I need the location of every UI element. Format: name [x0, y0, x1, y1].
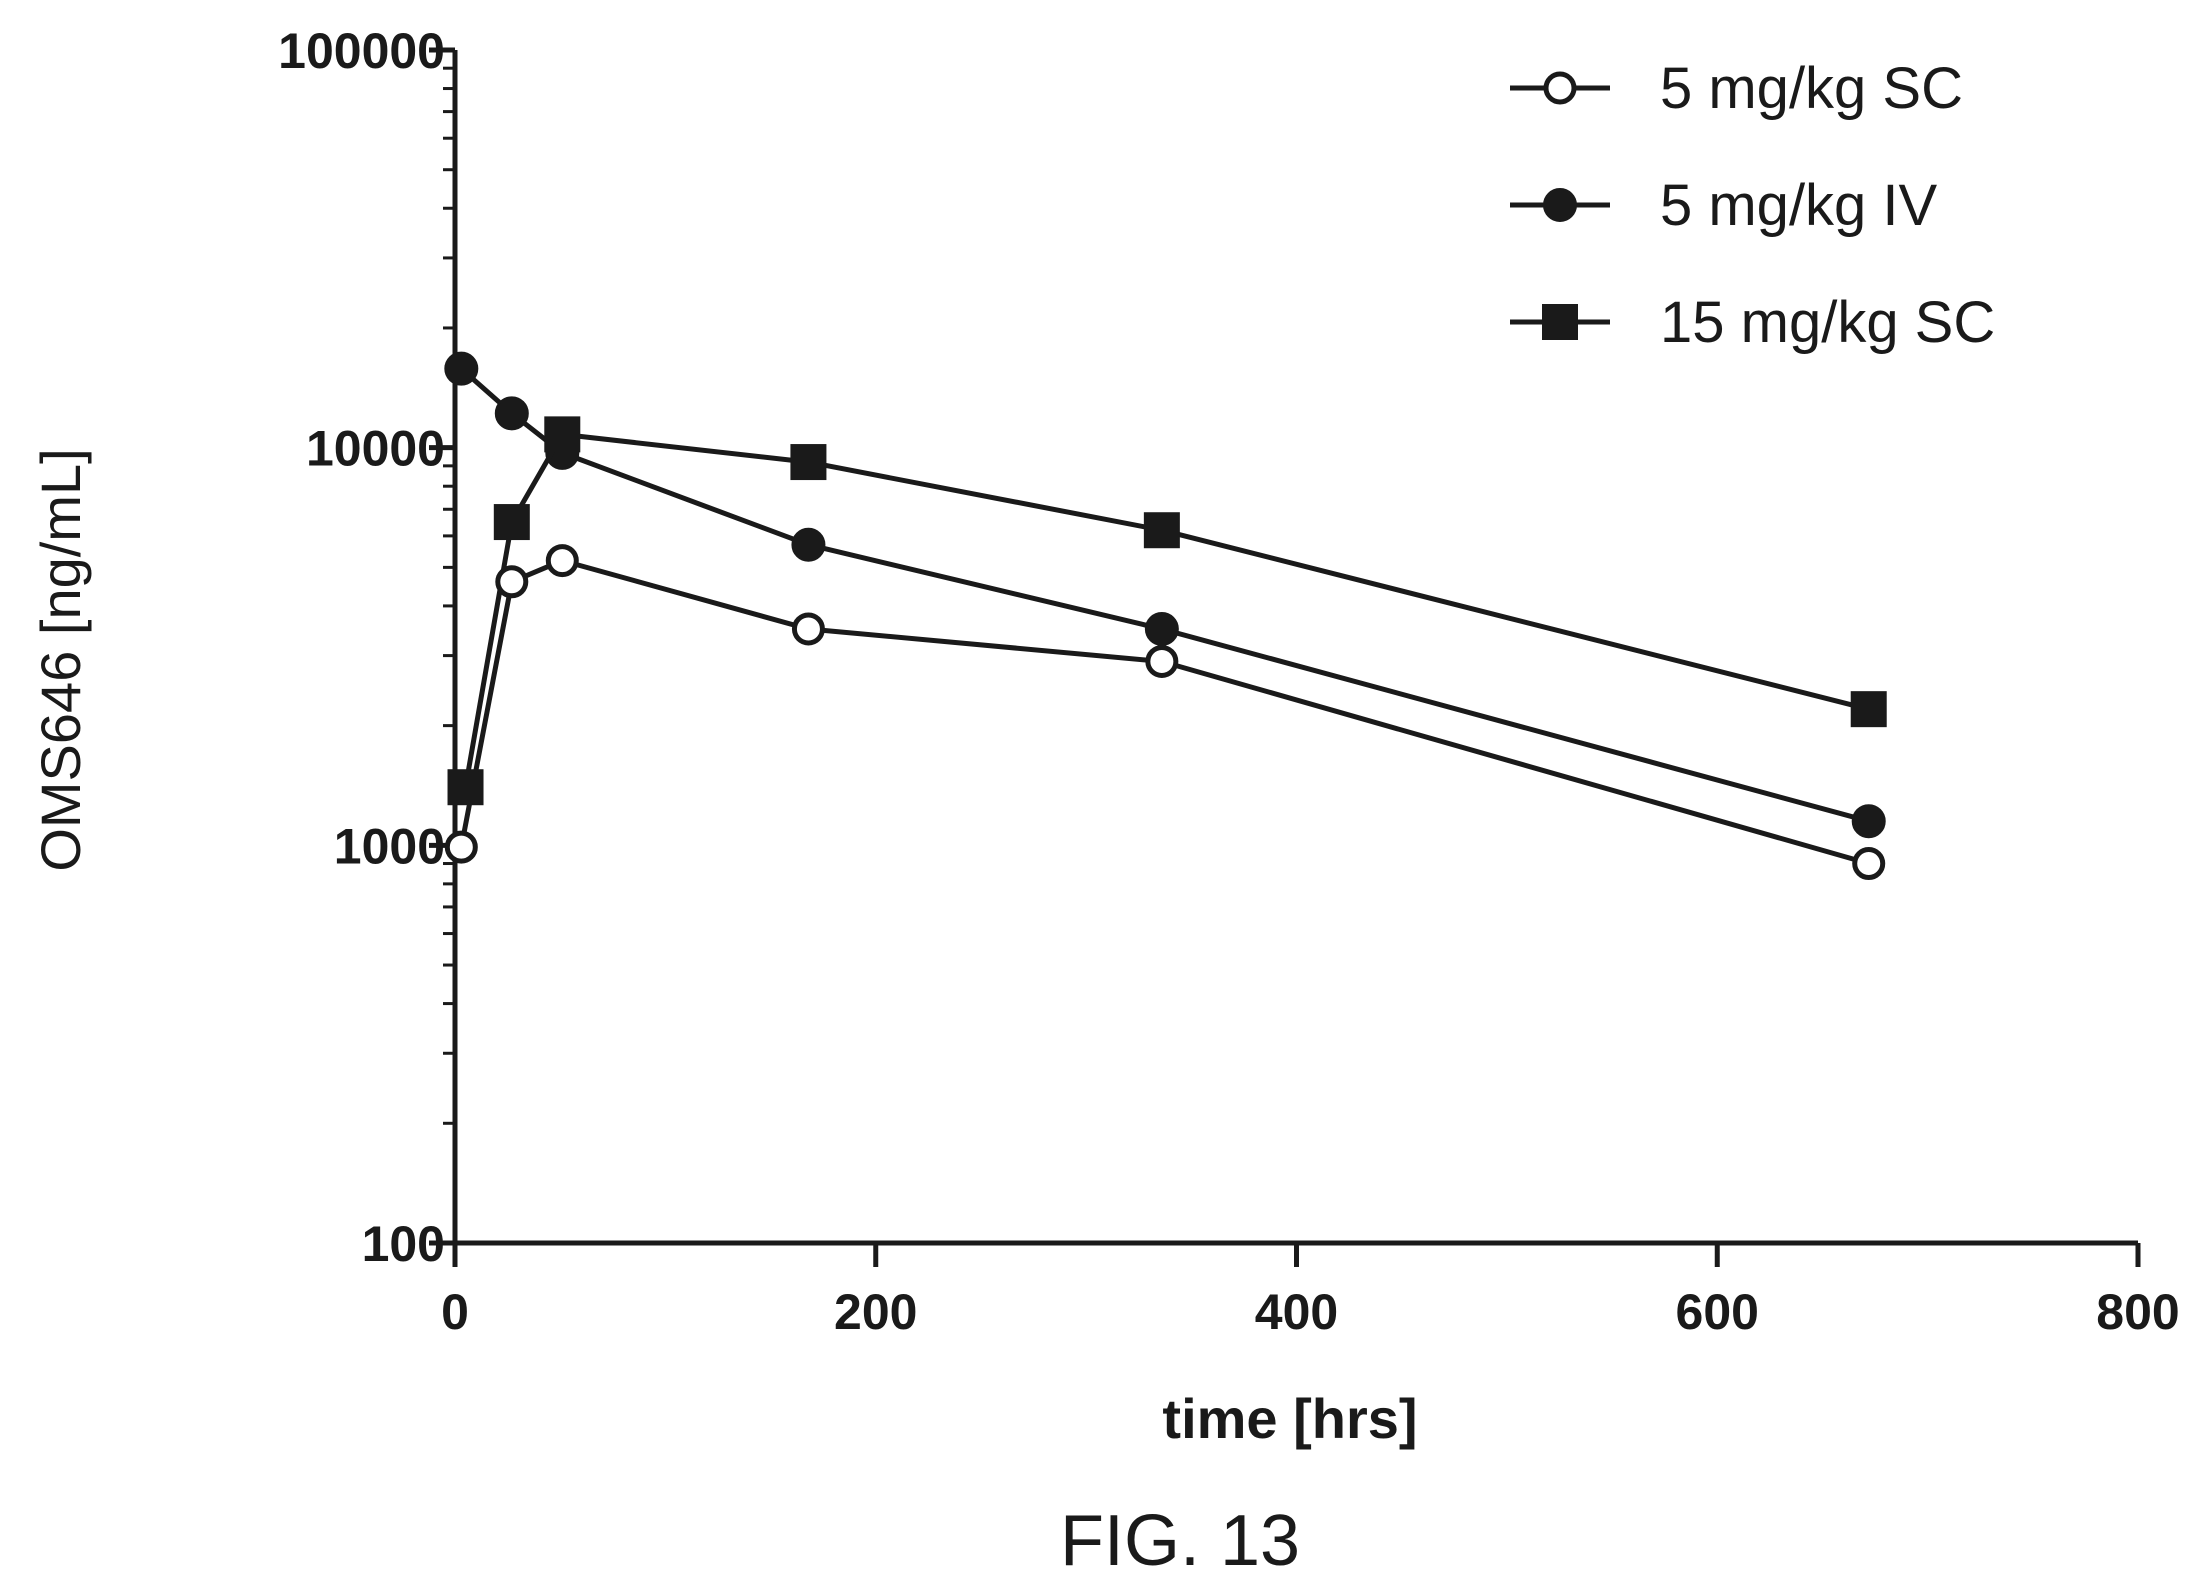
x-tick-label: 400 [1255, 1284, 1338, 1340]
series-0 [444, 544, 1886, 881]
x-axis-title: time [hrs] [1162, 1387, 1417, 1450]
data-point [493, 504, 530, 541]
y-tick-label: 100000 [278, 23, 445, 79]
figure-caption: FIG. 13 [1060, 1501, 1300, 1581]
data-point [444, 351, 479, 386]
legend-marker [1543, 188, 1577, 222]
data-point [1851, 804, 1886, 839]
x-tick-label: 0 [441, 1284, 469, 1340]
legend-item: 15 mg/kg SC [1510, 290, 1995, 355]
data-point [790, 444, 827, 481]
data-point [494, 396, 529, 431]
legend: 5 mg/kg SC 5 mg/kg IV 15 mg/kg SC [1510, 56, 1995, 355]
data-point [791, 527, 826, 562]
y-tick-label: 10000 [306, 421, 445, 477]
data-point [1850, 691, 1887, 728]
data-point [1144, 611, 1179, 646]
data-point [1143, 512, 1180, 549]
x-tick-label: 200 [834, 1284, 917, 1340]
series-line [458, 558, 1870, 866]
series-line [463, 431, 1870, 788]
legend-label: 15 mg/kg SC [1660, 290, 1995, 355]
x-ticks: 0 200 400 600 800 [441, 1243, 2180, 1340]
series-1 [444, 351, 1886, 839]
series-2 [447, 416, 1887, 806]
legend-item: 5 mg/kg IV [1510, 173, 1938, 238]
y-tick-label: 100 [362, 1216, 445, 1272]
series-layer [444, 351, 1887, 881]
data-point [1852, 847, 1886, 881]
legend-marker [1542, 304, 1578, 340]
x-tick-label: 800 [2096, 1284, 2179, 1340]
data-point [444, 830, 478, 864]
data-point [1145, 644, 1179, 678]
data-point [495, 565, 529, 599]
legend-item: 5 mg/kg SC [1510, 56, 1963, 121]
series-line [459, 366, 1870, 824]
legend-marker [1543, 71, 1577, 105]
y-axis-title: OMS646 [ng/mL] [29, 448, 92, 871]
data-point [791, 612, 825, 646]
data-point [545, 544, 579, 578]
y-tick-label: 1000 [334, 818, 445, 874]
legend-label: 5 mg/kg IV [1660, 173, 1938, 238]
x-tick-label: 600 [1676, 1284, 1759, 1340]
legend-label: 5 mg/kg SC [1660, 56, 1963, 121]
data-point [544, 416, 581, 453]
y-ticks: 100 1000 10000 100000 [278, 23, 455, 1272]
